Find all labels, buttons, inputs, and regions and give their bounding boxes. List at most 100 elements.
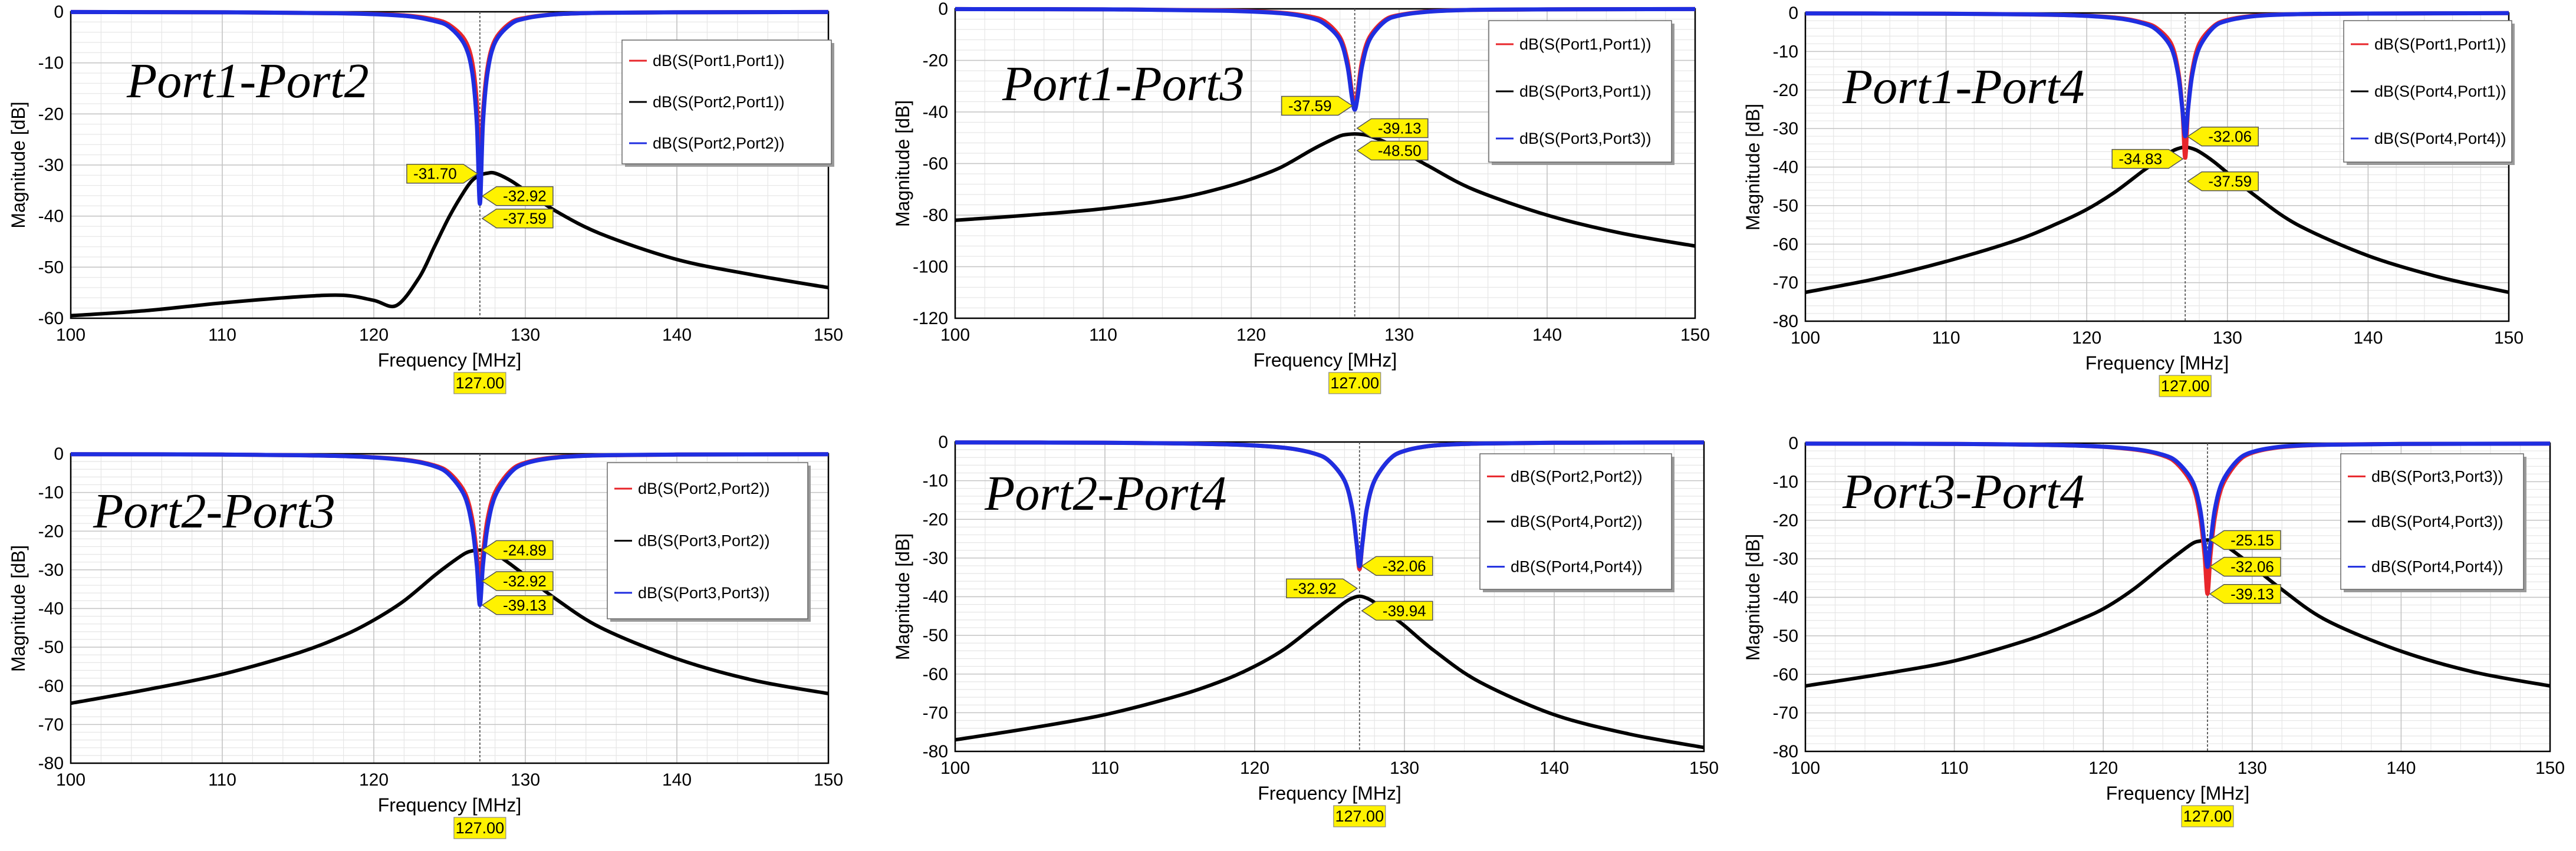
legend: dB(S(Port2,Port2)) dB(S(Port4,Port2)) dB(S… — [1479, 453, 1674, 592]
x-tick-label: 120 — [2088, 758, 2118, 778]
marker-frequency-label: 127.00 — [2161, 377, 2210, 395]
marker-value-label: -32.06 — [1383, 557, 1426, 575]
marker-value-flag: -48.50 — [1356, 140, 1429, 161]
marker-frequency-box: 127.00 — [2181, 805, 2234, 827]
series-line-blue — [955, 6, 1696, 112]
marker-frequency-bg — [2159, 375, 2212, 397]
x-tick-label: 110 — [1091, 758, 1119, 778]
series-line-black — [1805, 538, 2551, 688]
marker-flag-shape — [2186, 171, 2259, 192]
y-tick-label: -20 — [38, 522, 64, 541]
marker-value-label: -37.59 — [503, 210, 547, 227]
legend-box — [1488, 20, 1672, 163]
x-tick-label: 140 — [662, 325, 692, 345]
legend-entry: dB(S(Port4,Port4)) — [1511, 558, 1643, 576]
marker-flag-shape — [481, 571, 554, 591]
series-line-black — [955, 132, 1696, 248]
marker-flag-shape — [1361, 601, 1433, 621]
marker-frequency-label: 127.00 — [2183, 807, 2232, 825]
series-line-blue — [955, 440, 1705, 569]
marker-frequency-bg — [1333, 805, 1386, 827]
legend-entry: dB(S(Port1,Port1)) — [2374, 35, 2506, 53]
series-line-blue — [1805, 441, 2551, 569]
y-tick-label: -60 — [1773, 665, 1798, 684]
series-line-blue — [70, 452, 829, 608]
x-tick-label: 140 — [1539, 758, 1569, 778]
x-tick-label: 110 — [208, 325, 236, 345]
marker-value-label: -25.15 — [2230, 531, 2274, 549]
chart-panel-2: 100 110 120 130 140 150 0 -20 -40 -60 -80 -100 -120 F… — [892, 0, 1710, 394]
marker-value-label: -34.83 — [2118, 150, 2162, 168]
marker-value-flag: -39.13 — [2209, 584, 2281, 604]
marker-value-label: -32.92 — [1293, 579, 1337, 597]
y-tick-label: -60 — [923, 665, 948, 684]
legend: dB(S(Port2,Port2)) dB(S(Port3,Port2)) dB(S… — [607, 462, 811, 622]
marker-value-label: -39.94 — [1383, 602, 1426, 619]
x-tick-label: 120 — [1236, 325, 1266, 345]
y-tick-label: -50 — [923, 626, 948, 645]
legend: dB(S(Port3,Port3)) dB(S(Port4,Port3)) dB(S… — [2340, 453, 2526, 592]
y-tick-label: -50 — [1773, 196, 1798, 216]
y-tick-label: -70 — [923, 703, 948, 723]
marker-flag-shape — [481, 186, 554, 206]
x-tick-label: 110 — [1940, 758, 1969, 778]
marker-value-label: -39.13 — [2230, 585, 2274, 603]
legend-box — [2343, 20, 2512, 163]
chart-panel-1: 100 110 120 130 140 150 0 -10 -20 -30 -40 -50 -60 Fre… — [8, 2, 843, 394]
chart-panel-5: 100 110 120 130 140 150 0 -10 -20 -30 -40 -50 -60 -70… — [892, 433, 1719, 827]
legend-entry: dB(S(Port2,Port2)) — [653, 134, 785, 152]
legend-entry: dB(S(Port4,Port3)) — [2371, 513, 2503, 530]
y-tick-label: -10 — [1773, 42, 1798, 61]
y-tick-label: -40 — [923, 588, 948, 607]
y-axis-label: Magnitude [dB] — [8, 101, 29, 228]
y-axis-label: Magnitude [dB] — [1742, 104, 1764, 230]
y-tick-label: -50 — [38, 638, 64, 657]
marker-value-label: -31.70 — [413, 165, 457, 183]
marker-flag-shape — [2209, 584, 2281, 604]
legend-entry: dB(S(Port4,Port1)) — [2374, 83, 2506, 100]
x-tick-label: 100 — [1791, 328, 1820, 348]
x-tick-label: 150 — [814, 325, 843, 345]
x-tick-label: 140 — [1532, 325, 1562, 345]
y-tick-label: -40 — [38, 599, 64, 619]
legend-entry: dB(S(Port4,Port4)) — [2371, 558, 2503, 576]
marker-frequency-label: 127.00 — [1330, 374, 1379, 392]
x-tick-label: 150 — [2494, 328, 2524, 348]
y-tick-label: -40 — [1773, 158, 1798, 177]
y-tick-label: -10 — [38, 54, 64, 73]
legend: dB(S(Port1,Port1)) dB(S(Port3,Port1)) dB(S… — [1488, 20, 1674, 165]
marker-flag-shape — [2111, 149, 2184, 169]
marker-value-label: -48.50 — [1378, 141, 1422, 159]
legend-entry: dB(S(Port3,Port3)) — [1519, 130, 1651, 147]
x-axis-label: Frequency [MHz] — [1258, 783, 1401, 804]
marker-value-flag: -32.92 — [481, 571, 554, 591]
x-tick-label: 130 — [2213, 328, 2242, 348]
y-tick-label: -50 — [1773, 626, 1798, 646]
x-axis-label: Frequency [MHz] — [378, 794, 522, 816]
x-tick-label: 110 — [208, 770, 236, 790]
y-axis-label: Magnitude [dB] — [8, 545, 29, 672]
marker-frequency-label: 127.00 — [456, 819, 505, 837]
marker-flag-shape — [1281, 95, 1354, 116]
panel-title: Port1-Port4 — [1842, 60, 2085, 114]
x-axis-label: Frequency [MHz] — [2106, 783, 2250, 804]
marker-value-label: -32.92 — [503, 187, 547, 205]
marker-value-flag: -39.13 — [1356, 118, 1429, 138]
y-tick-label: -100 — [913, 258, 948, 277]
x-axis-label: Frequency [MHz] — [2085, 352, 2229, 374]
marker-value-flag: -37.59 — [1281, 95, 1354, 116]
marker-value-flag: -32.06 — [2209, 556, 2281, 577]
legend-entry: dB(S(Port4,Port4)) — [2374, 130, 2506, 147]
marker-value-label: -32.06 — [2208, 128, 2252, 146]
legend-box — [1479, 453, 1672, 590]
marker-value-flag: -31.70 — [406, 163, 479, 184]
marker-flag-shape — [1286, 578, 1358, 599]
x-tick-label: 130 — [1384, 325, 1414, 345]
x-tick-label: 120 — [2072, 328, 2101, 348]
plot-frame — [70, 453, 830, 764]
marker-value-label: -39.13 — [1378, 119, 1422, 137]
y-axis-label: Magnitude [dB] — [892, 100, 913, 227]
x-tick-label: 130 — [511, 770, 540, 790]
legend-entry: dB(S(Port4,Port2)) — [1511, 513, 1643, 530]
